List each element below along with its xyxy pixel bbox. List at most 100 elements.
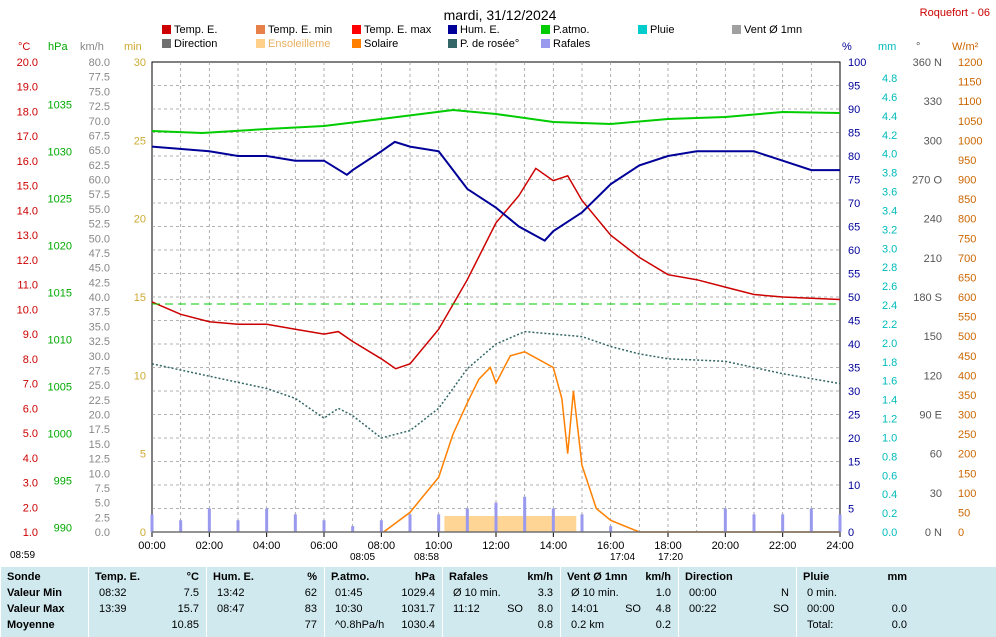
stats-cell-label: 08:32 [99, 587, 127, 599]
legend-swatch [162, 25, 171, 34]
chart-grid [151, 61, 841, 533]
direction-axis-unit: ° [916, 41, 920, 53]
solar-axis-unit: W/m² [952, 41, 979, 53]
rain-axis-label: 3.4 [882, 205, 897, 217]
pressure-axis-label: 1020 [48, 240, 72, 252]
humidity-axis-label: 50 [848, 292, 860, 304]
stats-table: Sonde Valeur Min Valeur Max Moyenne Temp. E.… [0, 567, 996, 637]
stats-cell-label: Valeur Min [7, 587, 63, 599]
series-line-temp-e [151, 167, 841, 370]
wind-axis-label: 17.5 [89, 424, 110, 436]
wind-axis-label: 15.0 [89, 439, 110, 451]
x-tick-label: 06:00 [310, 540, 338, 552]
legend-swatch [162, 39, 171, 48]
rain-axis-label: 4.8 [882, 73, 897, 85]
temp-axis-label: 1.0 [23, 527, 38, 539]
stats-column-title: P.atmo. [331, 571, 370, 583]
solar-axis-label: 800 [958, 214, 976, 226]
sunrise-time-2: 08:58 [414, 552, 440, 563]
stats-cell-label: Moyenne [7, 619, 55, 631]
sun-axis-label: 20 [134, 214, 146, 226]
solar-axis-label: 350 [958, 390, 976, 402]
pressure-axis-label: 1035 [48, 99, 72, 111]
wind-axis-label: 75.0 [89, 86, 110, 98]
wind-axis-label: 0.0 [95, 527, 110, 539]
humidity-axis-label: 15 [848, 457, 860, 469]
rain-axis-unit: mm [878, 41, 896, 53]
solar-axis-label: 400 [958, 370, 976, 382]
legend-label: P. de rosée° [460, 38, 519, 50]
direction-axis-label: 210 [924, 253, 942, 265]
humidity-axis-label: 75 [848, 175, 860, 187]
legend-swatch [448, 25, 457, 34]
humidity-axis-label: 95 [848, 81, 860, 93]
temp-axis-label: 9.0 [23, 329, 38, 341]
temp-axis-label: 15.0 [17, 181, 38, 193]
stats-cell-label: 08:47 [217, 603, 245, 615]
pressure-axis-label: 995 [54, 475, 72, 487]
wind-axis-label: 7.5 [95, 483, 110, 495]
stats-cell-label: 00:00 [689, 587, 717, 599]
wind-axis-label: 25.0 [89, 380, 110, 392]
stats-cell-value: 10.85 [171, 619, 199, 631]
chart-axes: 00:00 02:00 04:00 06:00 08:00 10:00 12:00 14:00… [17, 41, 983, 552]
x-tick-label: 18:00 [654, 540, 682, 552]
stats-column-title: Temp. E. [95, 571, 141, 583]
rain-axis-label: 1.4 [882, 395, 897, 407]
temp-axis-label: 10.0 [17, 304, 38, 316]
stats-column: Sonde Valeur Min Valeur Max Moyenne [0, 567, 89, 637]
weather-chart: 00:00 02:00 04:00 06:00 08:00 10:00 12:00 14:00… [17, 7, 990, 552]
legend-swatch [256, 39, 265, 48]
humidity-axis-label: 5 [848, 504, 854, 516]
legend-swatch [541, 25, 550, 34]
rain-axis-label: 2.6 [882, 281, 897, 293]
stats-cell-label: 01:45 [335, 587, 363, 599]
stats-cell-label: 10:30 [335, 603, 363, 615]
legend-swatch [638, 25, 647, 34]
stats-column-title: Rafales [449, 571, 489, 583]
legend-label: Temp. E. max [364, 24, 432, 36]
sunshine-band [444, 516, 577, 532]
solar-axis-label: 550 [958, 312, 976, 324]
stats-cell-value: 62 [304, 587, 317, 599]
stats-cell-value: SO [773, 603, 789, 615]
sun-axis-label: 30 [134, 57, 146, 69]
stats-cell-value: 1030.4 [401, 619, 435, 631]
chart-legend: Temp. E. Temp. E. min Temp. E. max Hum. E. P… [162, 24, 802, 50]
wind-axis-label: 50.0 [89, 233, 110, 245]
stats-cell-value: 0.8 [537, 619, 553, 631]
rain-axis-label: 4.2 [882, 130, 897, 142]
rain-axis-label: 0.4 [882, 489, 897, 501]
solar-axis-label: 250 [958, 429, 976, 441]
stats-cell-label: Ø 10 min. [571, 587, 619, 599]
wind-axis-label: 35.0 [89, 321, 110, 333]
temp-axis-label: 13.0 [17, 230, 38, 242]
legend-label: P.atmo. [553, 24, 590, 36]
rain-axis-label: 1.6 [882, 376, 897, 388]
wind-axis-label: 22.5 [89, 395, 110, 407]
humidity-axis-label: 65 [848, 222, 860, 234]
pressure-axis-label: 1005 [48, 381, 72, 393]
wind-axis-label: 80.0 [89, 57, 110, 69]
sun-axis-label: 25 [134, 135, 146, 147]
stats-cell-label: ^0.8hPa/h [335, 619, 385, 631]
temp-axis-unit: °C [18, 41, 30, 53]
x-tick-label: 20:00 [712, 540, 740, 552]
temp-axis-label: 14.0 [17, 205, 38, 217]
sunset-time-2: 17:20 [658, 552, 684, 563]
stats-column: P.atmo. hPa 01:45 1029.4 10:30 1031.7 ^0.8hPa/… [324, 567, 443, 637]
station-name: Roquefort - 06 [920, 7, 990, 19]
sunrise-time: 08:05 [350, 552, 376, 563]
legend-label: Vent Ø 1mn [744, 24, 802, 36]
legend-swatch [541, 39, 550, 48]
solar-axis-label: 1150 [958, 77, 982, 89]
wind-axis-label: 70.0 [89, 116, 110, 128]
legend-swatch [352, 25, 361, 34]
humidity-axis-label: 35 [848, 363, 860, 375]
sun-axis-label: 5 [140, 449, 146, 461]
humidity-axis-label: 60 [848, 245, 860, 257]
humidity-axis-label: 30 [848, 386, 860, 398]
temp-axis-label: 7.0 [23, 379, 38, 391]
stats-cell-value: 7.5 [183, 587, 199, 599]
humidity-axis-unit: % [842, 41, 852, 53]
